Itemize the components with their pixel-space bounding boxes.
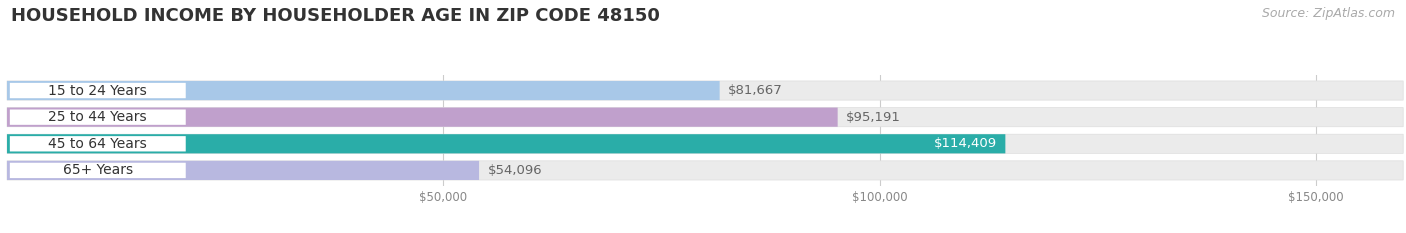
FancyBboxPatch shape [7, 134, 1005, 153]
Text: 25 to 44 Years: 25 to 44 Years [48, 110, 148, 124]
FancyBboxPatch shape [7, 108, 1403, 127]
FancyBboxPatch shape [7, 161, 479, 180]
Text: 15 to 24 Years: 15 to 24 Years [48, 84, 148, 98]
FancyBboxPatch shape [10, 83, 186, 98]
Text: $54,096: $54,096 [488, 164, 543, 177]
Text: 65+ Years: 65+ Years [63, 163, 132, 177]
FancyBboxPatch shape [7, 108, 838, 127]
Text: Source: ZipAtlas.com: Source: ZipAtlas.com [1261, 7, 1395, 20]
Text: $95,191: $95,191 [846, 111, 901, 124]
Text: 45 to 64 Years: 45 to 64 Years [48, 137, 148, 151]
Text: HOUSEHOLD INCOME BY HOUSEHOLDER AGE IN ZIP CODE 48150: HOUSEHOLD INCOME BY HOUSEHOLDER AGE IN Z… [11, 7, 661, 25]
FancyBboxPatch shape [7, 81, 1403, 100]
FancyBboxPatch shape [10, 136, 186, 151]
FancyBboxPatch shape [10, 163, 186, 178]
FancyBboxPatch shape [7, 161, 1403, 180]
Text: $114,409: $114,409 [934, 137, 997, 150]
FancyBboxPatch shape [7, 134, 1403, 153]
FancyBboxPatch shape [10, 110, 186, 125]
Text: $81,667: $81,667 [728, 84, 783, 97]
FancyBboxPatch shape [7, 81, 720, 100]
